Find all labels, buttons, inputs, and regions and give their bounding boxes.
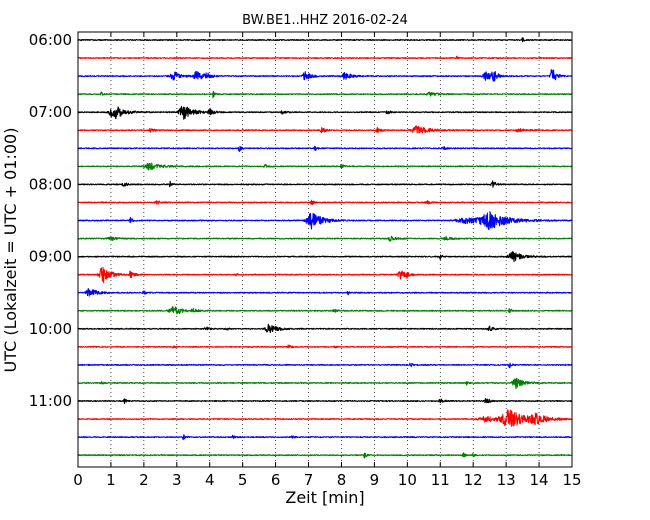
- y-tick-label: 06:00: [29, 31, 72, 49]
- seismogram-trace: [77, 69, 573, 82]
- y-axis-label: UTC (Lokalzeit = UTC + 01:00): [1, 128, 20, 373]
- x-tick-label: 11: [431, 471, 450, 489]
- seismogram-trace: [77, 434, 573, 441]
- x-axis: 0 1 2 3 4 5 6 7 8 9 10 11 12 13 14 15: [73, 32, 582, 489]
- y-tick-label: 10:00: [29, 320, 72, 338]
- x-tick-label: 10: [398, 471, 417, 489]
- chart-title: BW.BE1..HHZ 2016-02-24: [242, 13, 408, 28]
- seismogram-trace: [77, 288, 573, 297]
- seismogram-trace: [77, 211, 573, 231]
- seismogram-trace: [77, 199, 573, 205]
- seismogram-trace: [77, 90, 573, 99]
- seismogram-trace: [77, 344, 573, 349]
- x-tick-label: 8: [337, 471, 347, 489]
- x-tick-label: 1: [106, 471, 116, 489]
- seismogram-trace: [77, 377, 573, 390]
- seismogram-trace: [77, 125, 573, 134]
- seismogram-trace: [77, 362, 573, 369]
- y-tick-label: 07:00: [29, 103, 72, 121]
- trace-group: [77, 37, 573, 459]
- x-tick-label: 4: [205, 471, 215, 489]
- x-tick-label: 14: [530, 471, 549, 489]
- vertical-grid: [110, 32, 540, 467]
- x-tick-label: 7: [304, 471, 314, 489]
- y-tick-label: 08:00: [29, 175, 72, 193]
- x-tick-label: 0: [73, 471, 83, 489]
- plot-frame: [77, 31, 573, 468]
- x-tick-label: 12: [464, 471, 483, 489]
- seismogram-trace: [77, 105, 573, 120]
- x-tick-label: 13: [497, 471, 516, 489]
- x-tick-label: 6: [271, 471, 281, 489]
- seismogram-trace: [77, 452, 573, 459]
- seismogram-trace: [77, 251, 573, 263]
- seismogram-trace: [77, 180, 573, 188]
- seismogram-trace: [77, 145, 573, 152]
- plot-area: [78, 32, 572, 467]
- seismogram-trace: [77, 409, 573, 427]
- seismogram-trace: [77, 37, 573, 43]
- seismogram-trace: [77, 162, 573, 171]
- seismogram-trace: [77, 323, 573, 334]
- x-tick-label: 2: [139, 471, 149, 489]
- seismogram-trace: [77, 398, 573, 405]
- y-axis: 06:00 07:00 08:00 09:00 10:00 11:00: [29, 31, 572, 410]
- seismogram-trace: [77, 55, 573, 60]
- x-tick-label: 15: [562, 471, 581, 489]
- seismogram-trace: [77, 235, 573, 242]
- seismogram-trace: [77, 267, 573, 284]
- x-tick-label: 3: [172, 471, 182, 489]
- y-tick-label: 11:00: [29, 392, 72, 410]
- seismogram-trace: [77, 306, 573, 315]
- x-axis-label: Zeit [min]: [285, 488, 364, 507]
- x-tick-label: 5: [238, 471, 248, 489]
- y-tick-label: 09:00: [29, 248, 72, 266]
- x-tick-label: 9: [370, 471, 380, 489]
